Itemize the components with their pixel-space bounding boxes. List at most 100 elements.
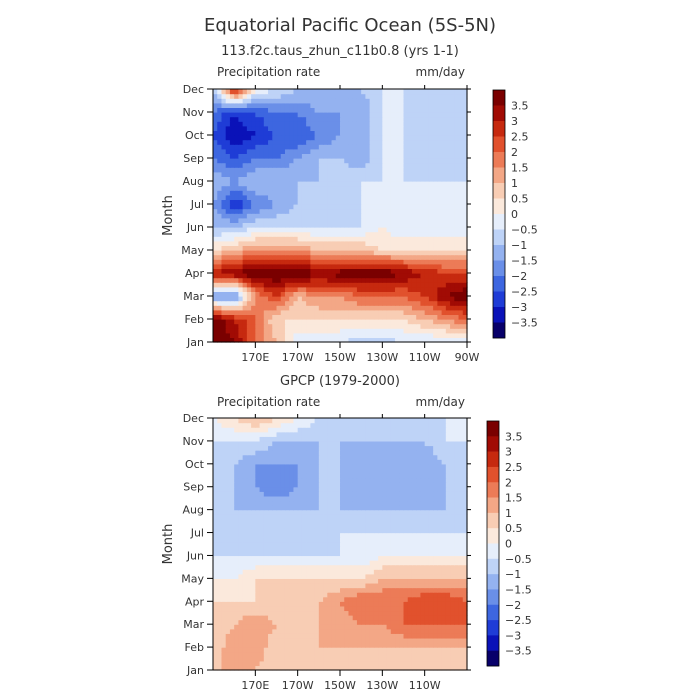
heatmap-cell: [217, 89, 223, 95]
heatmap-cell: [462, 309, 468, 315]
heatmap-cell: [331, 587, 337, 593]
heatmap-cell: [411, 582, 417, 589]
heatmap-cell: [229, 112, 235, 118]
heatmap-cell: [259, 587, 265, 593]
heatmap-cell: [420, 319, 426, 325]
heatmap-cell: [323, 291, 328, 297]
heatmap-cell: [297, 112, 303, 118]
heatmap-cell: [213, 167, 218, 173]
heatmap-cell: [445, 89, 451, 95]
heatmap-cell: [259, 560, 265, 566]
heatmap-cell: [229, 125, 235, 131]
heatmap-cell: [348, 637, 354, 644]
heatmap-cell: [255, 167, 261, 173]
heatmap-cell: [310, 582, 316, 589]
heatmap-cell: [306, 181, 311, 187]
heatmap-cell: [238, 273, 244, 279]
heatmap-cell: [369, 112, 375, 118]
heatmap-cell: [331, 633, 337, 639]
heatmap-cell: [373, 245, 379, 251]
heatmap-cell: [450, 656, 455, 662]
heatmap-cell: [340, 227, 345, 233]
heatmap-cell: [246, 555, 252, 561]
heatmap-cell: [395, 592, 400, 598]
heatmap-cell: [344, 167, 350, 173]
heatmap-cell: [428, 624, 434, 630]
heatmap-cell: [335, 148, 341, 154]
heatmap-cell: [454, 250, 460, 256]
heatmap-cell: [234, 296, 239, 302]
heatmap-cell: [242, 309, 248, 315]
heatmap-cell: [293, 601, 299, 607]
heatmap-cell: [221, 153, 227, 159]
heatmap-cell: [356, 660, 362, 667]
heatmap-cell: [284, 592, 290, 598]
heatmap-cell: [420, 328, 426, 334]
heatmap-cell: [344, 605, 350, 612]
heatmap-cell: [450, 286, 455, 292]
heatmap-cell: [318, 190, 324, 196]
heatmap-cell: [246, 314, 252, 320]
heatmap-cell: [356, 98, 362, 104]
heatmap-cell: [251, 254, 256, 260]
heatmap-cell: [382, 208, 388, 214]
heatmap-cell: [352, 250, 358, 256]
heatmap-cell: [428, 259, 434, 265]
heatmap-cell: [361, 550, 366, 557]
heatmap-cell: [356, 171, 362, 177]
heatmap-cell: [272, 596, 278, 602]
heatmap-cell: [411, 89, 417, 95]
heatmap-cell: [310, 231, 316, 237]
heatmap-cell: [280, 651, 286, 657]
heatmap-cell: [420, 569, 426, 575]
heatmap-cell: [318, 615, 324, 621]
heatmap-cell: [386, 148, 392, 154]
heatmap-cell: [382, 245, 388, 251]
heatmap-cell: [416, 624, 422, 630]
heatmap-cell: [234, 587, 239, 593]
heatmap-cell: [289, 139, 295, 145]
heatmap-cell: [293, 642, 299, 648]
heatmap-cell: [411, 332, 417, 338]
heatmap-cell: [340, 194, 345, 200]
heatmap-cell: [314, 263, 320, 269]
heatmap-cell: [352, 578, 358, 584]
heatmap-cell: [284, 601, 290, 607]
heatmap-cell: [323, 171, 328, 177]
heatmap-cell: [390, 93, 396, 99]
heatmap-cell: [344, 185, 350, 191]
heatmap-cell: [437, 605, 443, 612]
units-label: mm/day: [416, 395, 466, 409]
heatmap-cell: [297, 573, 303, 579]
heatmap-cell: [386, 254, 392, 260]
heatmap-cell: [242, 240, 248, 246]
colorbar-swatch: [493, 276, 505, 292]
heatmap-cell: [251, 185, 256, 191]
heatmap-cell: [441, 121, 447, 127]
heatmap-cell: [268, 176, 273, 182]
heatmap-cell: [284, 167, 290, 173]
heatmap-cell: [361, 139, 366, 145]
heatmap-cell: [382, 328, 388, 334]
heatmap-cell: [369, 273, 375, 279]
heatmap-cell: [428, 139, 434, 145]
heatmap-cell: [255, 615, 261, 621]
heatmap-cell: [407, 550, 413, 557]
heatmap-cell: [352, 628, 358, 634]
heatmap-cell: [318, 181, 324, 187]
heatmap-cell: [284, 93, 290, 99]
heatmap-cell: [365, 291, 371, 297]
heatmap-cell: [445, 647, 451, 653]
heatmap-cell: [420, 250, 426, 256]
heatmap-cell: [437, 660, 443, 667]
heatmap-cell: [433, 573, 438, 579]
heatmap-cell: [382, 564, 388, 570]
heatmap-cell: [318, 592, 324, 598]
heatmap-cell: [437, 176, 443, 182]
heatmap-cell: [445, 601, 451, 607]
heatmap-cell: [411, 633, 417, 639]
heatmap-cell: [454, 633, 460, 639]
heatmap-cell: [416, 555, 422, 561]
heatmap-cell: [411, 93, 417, 99]
heatmap-cell: [251, 314, 256, 320]
